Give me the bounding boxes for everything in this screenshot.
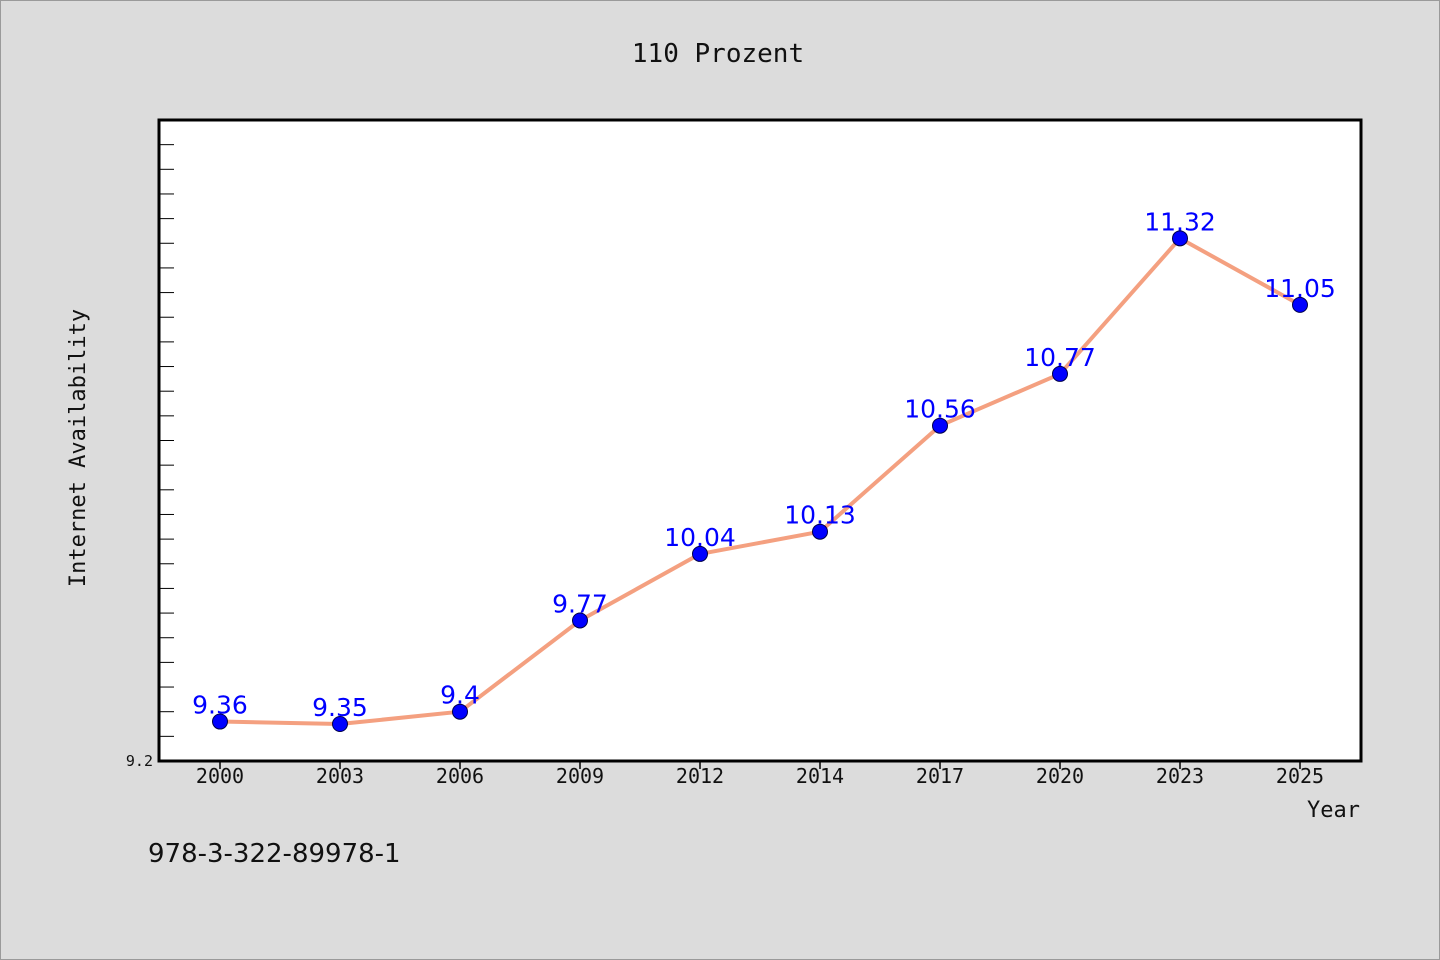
x-tick-label: 2023 (1156, 764, 1204, 788)
data-point (572, 612, 588, 629)
x-axis-ticks: 2000 2003 2006 2009 2012 2014 2017 2020 2023 2025 (196, 761, 1324, 788)
data-point (932, 417, 948, 434)
data-label: 10.56 (904, 395, 976, 424)
series-markers (212, 230, 1308, 733)
data-point (332, 716, 348, 733)
x-tick-label: 2006 (436, 764, 484, 788)
data-point (212, 713, 228, 730)
data-label: 10.13 (784, 501, 856, 530)
x-tick-label: 2025 (1276, 764, 1324, 788)
chart-title: 110 Prozent (632, 39, 804, 69)
plot-area (157, 118, 1363, 763)
x-tick-label: 2009 (556, 764, 604, 788)
data-point (1052, 365, 1068, 382)
data-label: 10.77 (1024, 343, 1096, 372)
x-axis-label: Year (1307, 798, 1360, 823)
x-tick-label: 2017 (916, 764, 964, 788)
data-point (1292, 296, 1308, 313)
x-tick-label: 2000 (196, 764, 244, 788)
data-label: 9.4 (440, 681, 480, 710)
data-label: 11.05 (1264, 274, 1336, 303)
data-point (452, 703, 468, 720)
y-axis-min-label: 9.2 (126, 752, 153, 770)
data-labels: 9.36 9.35 9.4 9.77 10.04 10.13 10.56 10.77 11.32… (192, 207, 1336, 722)
data-label: 10.04 (664, 523, 736, 552)
data-point (1172, 230, 1188, 247)
data-label: 9.77 (552, 589, 608, 618)
data-point (692, 545, 708, 562)
series-line (218, 236, 1302, 727)
y-axis-label: Internet Availability (66, 309, 91, 587)
x-tick-label: 2014 (796, 764, 844, 788)
x-tick-label: 2003 (316, 764, 364, 788)
x-tick-label: 2020 (1036, 764, 1084, 788)
footer-isbn: 978-3-322-89978-1 (148, 839, 401, 869)
x-tick-label: 2012 (676, 764, 724, 788)
data-label: 9.35 (312, 693, 368, 722)
y-axis-ticks (159, 144, 174, 737)
data-label: 11.32 (1144, 207, 1216, 236)
data-label: 9.36 (192, 691, 248, 720)
data-point (812, 523, 828, 540)
